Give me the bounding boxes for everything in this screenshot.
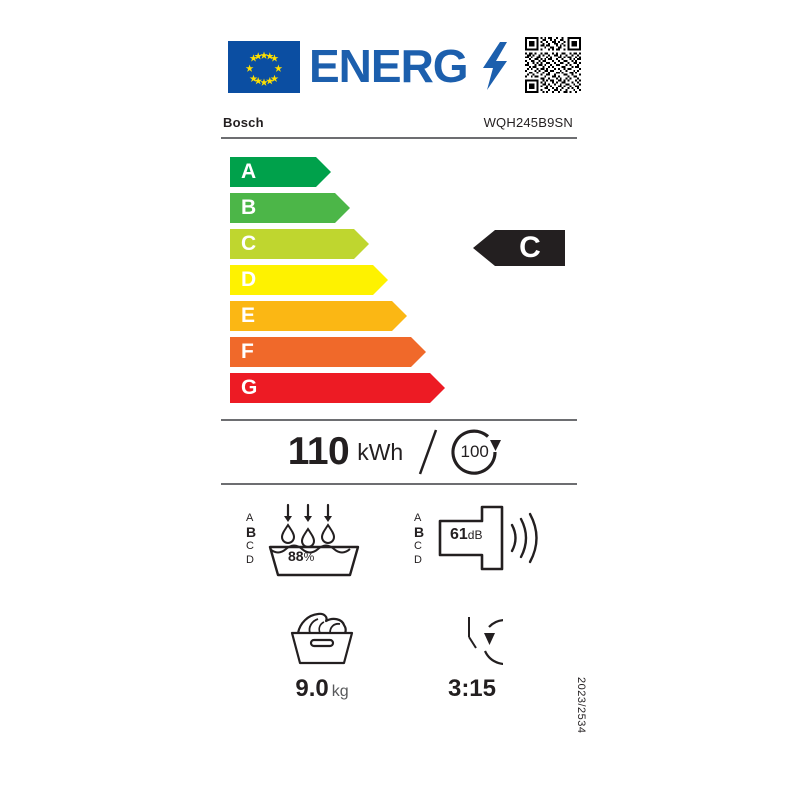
- brand-model-row: Bosch WQH245B9SN: [211, 115, 583, 141]
- consumption-unit: kWh: [357, 438, 404, 465]
- energy-bar-a: A: [230, 157, 583, 187]
- arrow-shape-g: [230, 373, 445, 403]
- grade-letter-d: D: [241, 268, 257, 291]
- water-value: 88: [288, 548, 304, 564]
- laundry-basket-icon: [286, 607, 358, 665]
- arrow-shape-e: [230, 301, 407, 331]
- noise-rating-scale: A B C D: [414, 511, 428, 567]
- scale-row-g: G: [230, 373, 583, 403]
- speaker-icon: 61dB: [430, 503, 548, 573]
- arrow-shape-f: [230, 337, 426, 367]
- duration-value: 3:15: [447, 675, 497, 702]
- water-scale-b: B: [246, 524, 257, 540]
- cycles-value: 100: [460, 442, 489, 461]
- label-header: ENERG: [211, 29, 583, 107]
- water-unit: %: [303, 550, 315, 564]
- capacity-unit: kg: [331, 683, 349, 700]
- scale-row-d: D: [230, 265, 583, 295]
- divider-under-brand: [221, 137, 577, 139]
- water-scale-c: C: [246, 540, 254, 552]
- energy-bar-d: D: [230, 265, 583, 295]
- noise-scale-d: D: [414, 554, 422, 566]
- energy-bar-b: B: [230, 193, 583, 223]
- noise-scale-c: C: [414, 540, 422, 552]
- scale-row-b: B: [230, 193, 583, 223]
- grade-letter-g: G: [241, 376, 258, 399]
- capacity-block: 9.0 kg: [267, 607, 377, 707]
- noise-value-label: 61dB: [450, 526, 482, 544]
- energy-class-scale: A B C: [211, 157, 583, 410]
- energy-bar-c: C: [230, 229, 583, 259]
- noise-emission-block: A B C D 61dB: [414, 503, 548, 591]
- water-scale-a: A: [246, 512, 254, 524]
- noise-unit: dB: [467, 528, 483, 542]
- energy-label: ENERG: [211, 29, 587, 753]
- grade-letter-c: C: [241, 232, 257, 255]
- grade-letter-a: A: [241, 160, 257, 183]
- scale-row-f: F: [230, 337, 583, 367]
- capacity-label: 9.0 kg: [267, 675, 377, 703]
- noise-scale-b: B: [414, 524, 425, 540]
- qr-code[interactable]: [525, 37, 581, 93]
- energy-wordmark: ENERG: [309, 40, 469, 92]
- slash-divider-icon: [417, 426, 439, 478]
- eu-flag-icon: [228, 41, 300, 93]
- capacity-value: 9.0: [295, 675, 329, 702]
- energy-bar-f: F: [230, 337, 583, 367]
- energy-bar-g: G: [230, 373, 583, 403]
- arrow-shape-c: [230, 229, 369, 259]
- noise-scale-a: A: [414, 512, 422, 524]
- grade-letter-b: B: [241, 196, 257, 219]
- water-consumption-block: A B C D: [246, 503, 366, 591]
- divider-consumption-top: [221, 419, 577, 421]
- lightning-bolt-icon: [481, 42, 509, 90]
- scale-row-a: A: [230, 157, 583, 187]
- duration-block: 3:15: [417, 607, 527, 707]
- noise-value: 61: [450, 526, 468, 543]
- water-basin-icon: 88%: [262, 503, 366, 577]
- model-identifier: WQH245B9SN: [483, 115, 573, 130]
- selected-class-letter: C: [519, 231, 541, 264]
- arrow-shape-d: [230, 265, 388, 295]
- water-scale-d: D: [246, 554, 254, 566]
- grade-letter-e: E: [241, 304, 256, 327]
- scale-row-c: C: [230, 229, 583, 259]
- arrow-shape-a: [230, 157, 331, 187]
- selected-class-arrow: C: [473, 225, 565, 271]
- energy-bar-e: E: [230, 301, 583, 331]
- regulation-reference: 2023/2534: [575, 676, 587, 734]
- energy-consumption-section: 110 kWh 100: [211, 419, 583, 485]
- clock-icon: [441, 607, 503, 665]
- cycles-icon: 100: [448, 426, 506, 478]
- scale-row-e: E: [230, 301, 583, 331]
- divider-consumption-bottom: [221, 483, 577, 485]
- water-and-noise-row: A B C D: [211, 503, 583, 591]
- water-value-label: 88%: [288, 548, 314, 564]
- consumption-value: 110: [287, 430, 350, 473]
- arrow-shape-b: [230, 193, 350, 223]
- brand-name: Bosch: [223, 115, 264, 130]
- capacity-and-duration-row: 9.0 kg 3:15: [211, 607, 583, 707]
- grade-letter-f: F: [241, 340, 254, 363]
- water-rating-scale: A B C D: [246, 511, 260, 567]
